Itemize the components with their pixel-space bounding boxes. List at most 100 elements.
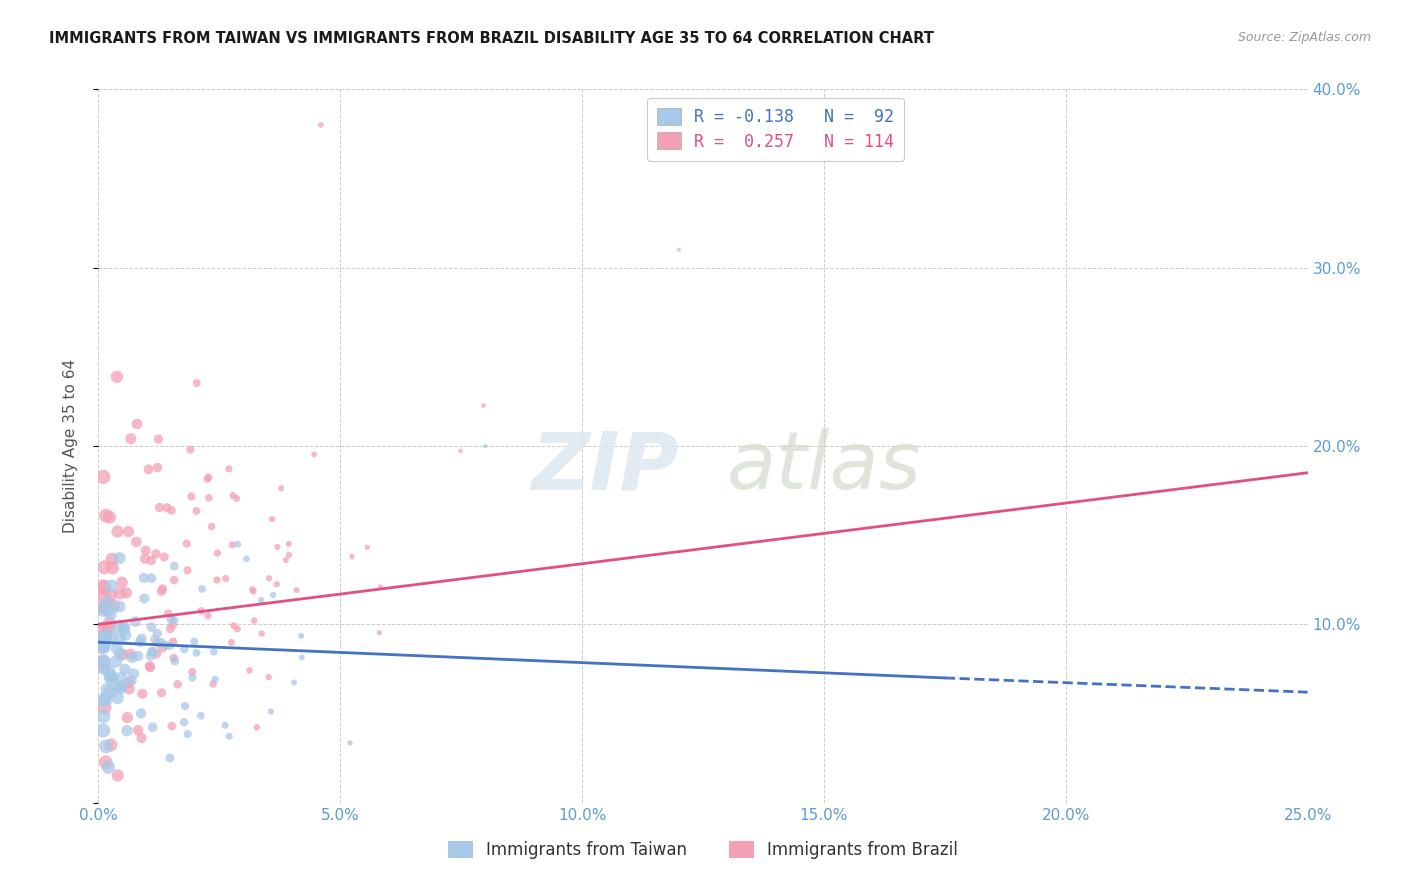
Point bbox=[100, 630, 122, 644]
Point bbox=[118, 681, 141, 696]
Point bbox=[91, 709, 114, 723]
Point bbox=[278, 548, 301, 562]
Point bbox=[214, 718, 236, 732]
Point bbox=[141, 620, 163, 634]
Point bbox=[243, 614, 266, 628]
Point bbox=[266, 540, 288, 554]
Point bbox=[111, 575, 134, 590]
Point bbox=[176, 563, 198, 577]
Point bbox=[103, 599, 125, 613]
Point bbox=[142, 720, 165, 734]
Point bbox=[205, 573, 228, 587]
Point bbox=[129, 635, 152, 649]
Point bbox=[181, 665, 204, 679]
Point bbox=[260, 705, 283, 719]
Point bbox=[112, 620, 135, 634]
Point bbox=[215, 572, 238, 586]
Point bbox=[101, 552, 124, 566]
Point bbox=[120, 673, 142, 688]
Point bbox=[97, 603, 120, 617]
Point bbox=[180, 490, 202, 504]
Point bbox=[134, 551, 156, 566]
Point bbox=[146, 460, 169, 475]
Point bbox=[257, 670, 280, 684]
Point bbox=[98, 616, 121, 631]
Point bbox=[339, 736, 361, 750]
Point bbox=[94, 600, 117, 615]
Point bbox=[121, 650, 143, 665]
Text: ZIP: ZIP bbox=[531, 428, 679, 507]
Point bbox=[221, 635, 243, 649]
Point bbox=[96, 595, 118, 609]
Point bbox=[668, 243, 690, 257]
Point bbox=[105, 369, 128, 384]
Point bbox=[274, 553, 297, 567]
Point bbox=[145, 547, 167, 561]
Point bbox=[93, 658, 115, 673]
Point bbox=[94, 629, 117, 643]
Point bbox=[100, 579, 122, 593]
Point bbox=[270, 481, 292, 495]
Point bbox=[91, 655, 114, 669]
Point bbox=[131, 632, 153, 646]
Point bbox=[139, 648, 162, 663]
Point bbox=[159, 639, 181, 653]
Point bbox=[97, 621, 120, 635]
Point bbox=[94, 508, 117, 523]
Point bbox=[277, 537, 299, 551]
Point bbox=[114, 628, 136, 642]
Point bbox=[108, 647, 131, 661]
Legend: Immigrants from Taiwan, Immigrants from Brazil: Immigrants from Taiwan, Immigrants from … bbox=[441, 834, 965, 866]
Point bbox=[183, 634, 205, 648]
Point bbox=[91, 622, 114, 636]
Text: IMMIGRANTS FROM TAIWAN VS IMMIGRANTS FROM BRAZIL DISABILITY AGE 35 TO 64 CORRELA: IMMIGRANTS FROM TAIWAN VS IMMIGRANTS FRO… bbox=[49, 31, 934, 46]
Point bbox=[127, 723, 149, 738]
Point bbox=[262, 512, 284, 526]
Point bbox=[153, 549, 176, 564]
Point bbox=[160, 613, 183, 627]
Point bbox=[93, 560, 115, 574]
Point bbox=[100, 673, 122, 687]
Point bbox=[100, 588, 122, 602]
Point bbox=[125, 417, 148, 431]
Point bbox=[98, 607, 121, 621]
Point bbox=[91, 632, 114, 646]
Point bbox=[198, 491, 221, 505]
Point bbox=[450, 444, 472, 458]
Point bbox=[91, 654, 114, 668]
Point bbox=[112, 622, 135, 636]
Point bbox=[340, 549, 363, 564]
Point bbox=[174, 699, 197, 714]
Point bbox=[160, 503, 183, 517]
Point bbox=[246, 720, 269, 734]
Point bbox=[262, 588, 284, 602]
Point bbox=[91, 639, 114, 653]
Point bbox=[290, 629, 312, 643]
Point bbox=[107, 619, 129, 633]
Point bbox=[173, 715, 195, 730]
Point bbox=[93, 581, 115, 595]
Point bbox=[91, 660, 114, 674]
Point bbox=[146, 626, 169, 640]
Point bbox=[179, 442, 201, 457]
Point bbox=[138, 659, 160, 673]
Point bbox=[257, 571, 280, 585]
Point bbox=[93, 629, 115, 643]
Point bbox=[163, 654, 186, 668]
Point bbox=[238, 664, 260, 678]
Point bbox=[124, 615, 146, 629]
Point bbox=[226, 537, 249, 551]
Point bbox=[235, 552, 257, 566]
Point bbox=[108, 599, 131, 614]
Point bbox=[163, 573, 186, 587]
Point bbox=[186, 376, 208, 390]
Point bbox=[250, 593, 273, 607]
Point bbox=[141, 645, 163, 659]
Point bbox=[197, 608, 219, 623]
Point bbox=[145, 647, 167, 661]
Point bbox=[110, 681, 132, 696]
Point bbox=[93, 589, 115, 603]
Point bbox=[132, 571, 155, 585]
Point bbox=[91, 600, 114, 615]
Point bbox=[96, 682, 118, 697]
